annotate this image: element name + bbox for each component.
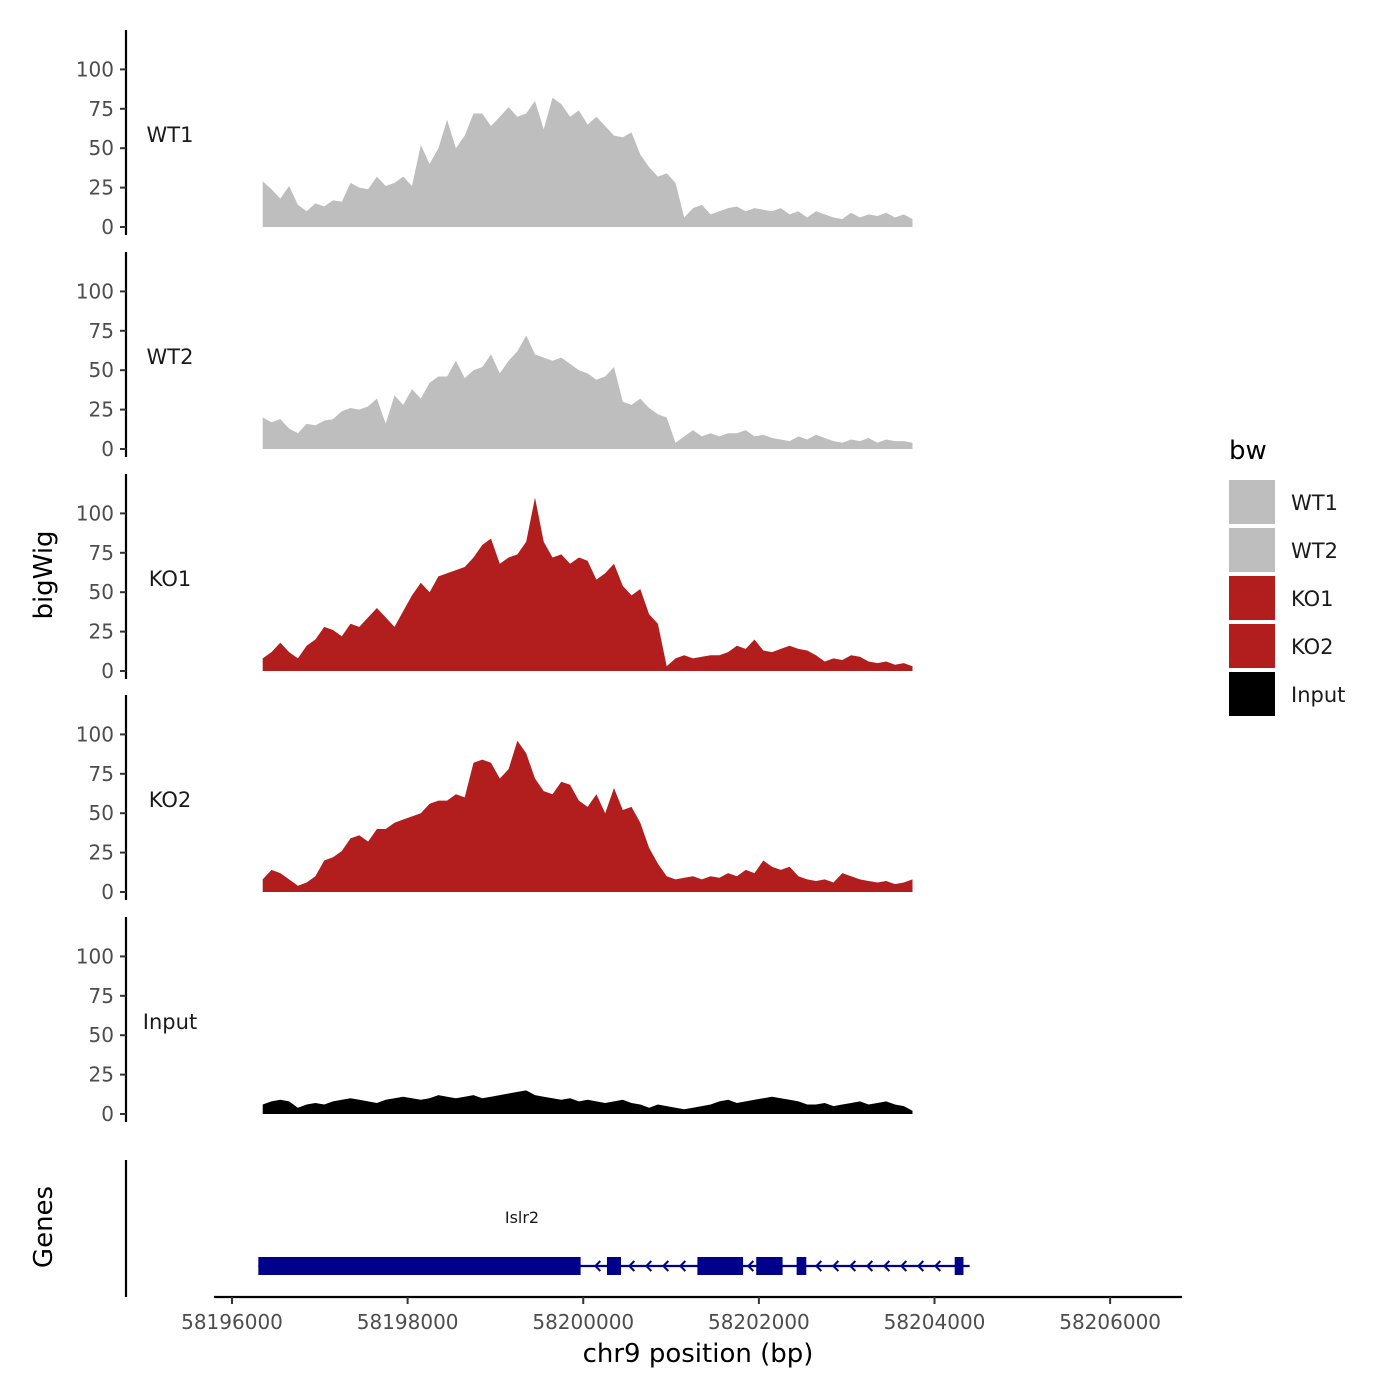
x-tick-label: 58204000 <box>884 1310 986 1334</box>
legend-label-wt1: WT1 <box>1291 491 1338 515</box>
y-tick-label: 0 <box>101 880 114 904</box>
legend-swatch-wt1 <box>1229 480 1275 524</box>
legend-swatch-ko1 <box>1229 576 1275 620</box>
track-wt1: 0 25 50 75 100 WT1 <box>76 30 913 239</box>
gene-label-islr2: Islr2 <box>505 1208 539 1227</box>
exon-block <box>954 1257 964 1275</box>
x-axis-title: chr9 position (bp) <box>583 1339 814 1369</box>
y-tick-label: 75 <box>89 319 114 343</box>
y-tick-label: 0 <box>101 659 114 683</box>
strand-arrow <box>661 1260 670 1272</box>
area-ko2 <box>262 740 913 892</box>
strand-arrow <box>848 1260 857 1272</box>
exon-block <box>756 1257 783 1275</box>
exon-block <box>606 1257 622 1275</box>
track-ko2: 0 25 50 75 100 KO2 <box>76 695 913 904</box>
legend-swatch-input <box>1229 672 1275 716</box>
y-tick-label: 0 <box>101 215 114 239</box>
x-tick-label: 58198000 <box>357 1310 459 1334</box>
strand-arrow <box>678 1260 687 1272</box>
track-label-wt2: WT2 <box>147 345 194 369</box>
track-input: 0 25 50 75 100 Input <box>76 917 913 1126</box>
x-tick-label: 58196000 <box>181 1310 283 1334</box>
y-tick-label: 50 <box>89 801 114 825</box>
legend-title: bw <box>1229 436 1267 466</box>
y-tick-label: 75 <box>89 762 114 786</box>
y-tick-label: 75 <box>89 97 114 121</box>
x-tick-label: 58206000 <box>1059 1310 1161 1334</box>
track-label-ko1: KO1 <box>149 567 192 591</box>
strand-arrow <box>933 1260 942 1272</box>
track-label-wt1: WT1 <box>147 123 194 147</box>
y-tick-label: 100 <box>76 501 114 525</box>
y-tick-label: 100 <box>76 57 114 81</box>
x-tick-label: 58202000 <box>708 1310 810 1334</box>
y-tick-label: 50 <box>89 1023 114 1047</box>
y-tick-label: 0 <box>101 437 114 461</box>
y-axis-title: bigWig <box>29 530 59 619</box>
y-tick-label: 25 <box>89 1063 114 1087</box>
y-tick-label: 25 <box>89 620 114 644</box>
y-tick-label: 75 <box>89 984 114 1008</box>
legend-swatch-ko2 <box>1229 624 1275 668</box>
strand-arrow <box>627 1260 636 1272</box>
track-ko1: 0 25 50 75 100 KO1 <box>76 474 913 683</box>
exon-block <box>697 1257 744 1275</box>
area-ko1 <box>262 497 913 671</box>
track-label-ko2: KO2 <box>149 788 192 812</box>
strand-arrow <box>831 1260 840 1272</box>
y-tick-label: 50 <box>89 580 114 604</box>
genes-track-title: Genes <box>29 1186 59 1268</box>
exon-block <box>796 1257 807 1275</box>
signal-tracks: 0255075100WT10255075100WT20255075100KO10… <box>76 30 913 1126</box>
y-tick-label: 100 <box>76 279 114 303</box>
y-tick-label: 50 <box>89 136 114 160</box>
strand-arrow <box>865 1260 874 1272</box>
area-wt1 <box>262 97 913 227</box>
strand-arrow <box>593 1260 602 1272</box>
y-tick-label: 25 <box>89 398 114 422</box>
area-wt2 <box>262 335 913 449</box>
legend-label-ko1: KO1 <box>1291 587 1334 611</box>
legend-label-input: Input <box>1291 683 1345 707</box>
strand-arrow <box>644 1260 653 1272</box>
strand-arrow <box>899 1260 908 1272</box>
gene-track: Islr2 <box>124 1160 970 1297</box>
legend-swatch-wt2 <box>1229 528 1275 572</box>
x-tick-label: 58200000 <box>532 1310 634 1334</box>
strand-arrow <box>814 1260 823 1272</box>
strand-arrow <box>882 1260 891 1272</box>
x-axis: 58196000 58198000 58200000 58202000 58204000… <box>181 1295 1182 1334</box>
legend: bw WT1 WT2 KO1 KO2 Input <box>1229 436 1345 716</box>
area-input <box>262 1090 913 1114</box>
y-tick-label: 75 <box>89 541 114 565</box>
y-tick-label: 50 <box>89 358 114 382</box>
y-tick-label: 25 <box>89 176 114 200</box>
y-tick-label: 25 <box>89 841 114 865</box>
track-wt2: 0 25 50 75 100 WT2 <box>76 252 913 461</box>
y-tick-label: 0 <box>101 1102 114 1126</box>
y-tick-label: 100 <box>76 722 114 746</box>
strand-arrow <box>916 1260 925 1272</box>
gene-islr2: Islr2 <box>258 1208 970 1275</box>
strand-arrow <box>746 1260 755 1272</box>
y-tick-label: 100 <box>76 944 114 968</box>
legend-label-ko2: KO2 <box>1291 635 1334 659</box>
track-label-input: Input <box>143 1010 197 1034</box>
exon-block <box>258 1257 581 1275</box>
legend-label-wt2: WT2 <box>1291 539 1338 563</box>
